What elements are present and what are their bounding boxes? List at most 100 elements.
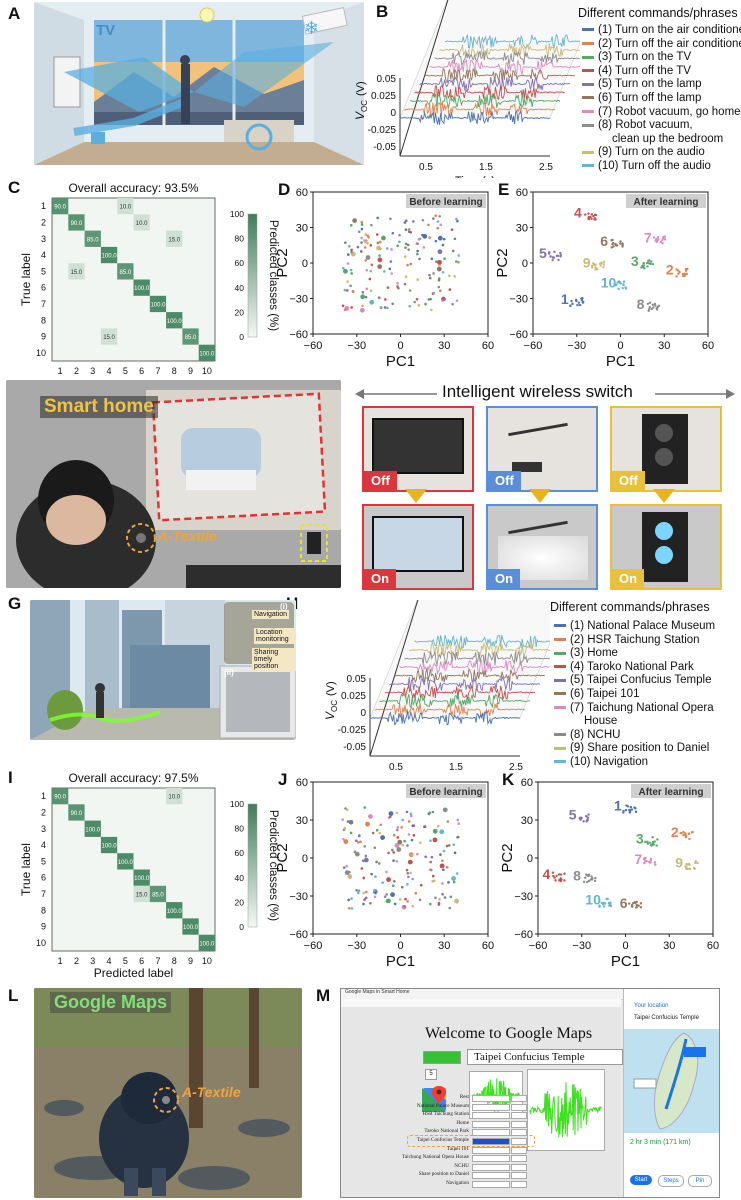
scatter-point xyxy=(552,256,556,259)
start-button[interactable]: Start xyxy=(630,1175,652,1185)
scatter-point xyxy=(345,864,349,868)
legend-label: (9) Share position to Daniel xyxy=(570,742,710,755)
scatter-point xyxy=(585,820,588,823)
scatter-point xyxy=(441,859,444,862)
scatter-point xyxy=(644,840,647,844)
cell-value: 100.0 xyxy=(85,827,101,833)
scatter-title: After learning xyxy=(638,787,703,798)
pin-button[interactable]: Pin xyxy=(688,1175,712,1187)
scatter-point xyxy=(369,299,375,305)
x-tick-label: 3 xyxy=(90,956,95,966)
scatter-point xyxy=(360,223,364,226)
scatter-point xyxy=(642,261,645,265)
matrix-cell xyxy=(182,328,199,345)
title-box xyxy=(406,784,486,798)
scatter-point xyxy=(646,265,649,268)
scatter-point xyxy=(408,289,412,292)
cell-value: 90.0 xyxy=(71,221,83,227)
cluster-label: 5 xyxy=(569,806,577,822)
scatter-point xyxy=(346,280,349,283)
scatter-point xyxy=(407,820,411,823)
scatter-point xyxy=(396,282,399,285)
scatter-point xyxy=(584,876,587,879)
scatter-point xyxy=(347,907,351,910)
scatter-point xyxy=(591,266,594,269)
y-tick-label: -0.025 xyxy=(368,125,397,136)
x-axis-label: PC1 xyxy=(606,353,635,370)
legend-swatch xyxy=(582,164,594,168)
scatter-point xyxy=(449,895,453,899)
scatter-point xyxy=(554,879,557,882)
colorbar-tick: 40 xyxy=(235,873,245,883)
legend-swatch xyxy=(582,110,594,114)
y-tick-label: −60 xyxy=(289,929,308,941)
x-tick-label: −30 xyxy=(567,340,586,352)
scatter-point xyxy=(391,231,395,235)
waveform-series xyxy=(399,110,551,125)
waveform-series xyxy=(399,658,550,675)
device-tile-tv-on: On xyxy=(362,504,474,590)
scatter-point xyxy=(391,884,395,888)
destination-phone[interactable]: Taipei Confucius Temple xyxy=(634,1015,699,1021)
scatter-point xyxy=(343,826,347,830)
scatter-point xyxy=(651,836,654,839)
y-tick-label: −30 xyxy=(289,294,308,306)
y-label-group: PC2 xyxy=(275,843,291,872)
scatter-point xyxy=(348,819,354,825)
y-tick-label: 4 xyxy=(41,250,46,260)
scatter-point xyxy=(432,828,438,834)
list-item-box xyxy=(511,1103,527,1111)
y-tick-label: 0 xyxy=(360,708,366,719)
cluster-label: 10 xyxy=(601,274,617,290)
colorbar-label: Predicted classes (%) xyxy=(267,810,279,921)
scatter-point xyxy=(648,860,651,863)
y-tick-label: −60 xyxy=(289,329,308,341)
destination-field[interactable]: Taipei Confucius Temple xyxy=(467,1049,623,1065)
scatter-point xyxy=(456,219,459,223)
scatter-point xyxy=(417,304,421,307)
scatter-point xyxy=(441,892,444,896)
scatter-point xyxy=(622,283,625,287)
list-item-box xyxy=(511,1112,527,1120)
scatter-point xyxy=(694,861,697,865)
y-axis-label-group: VOC (V) xyxy=(323,681,339,720)
scatter-point xyxy=(457,254,460,257)
y-tick-label: −30 xyxy=(289,891,308,903)
off-tag: Off xyxy=(488,471,521,490)
x-tick-label: −30 xyxy=(347,940,366,952)
scatter-point xyxy=(639,902,643,905)
scatter-point xyxy=(688,863,691,866)
legend-label: (2) HSR Taichung Station xyxy=(570,633,700,646)
scatter-point xyxy=(406,882,409,886)
cluster-label: 4 xyxy=(574,205,582,221)
steps-button[interactable]: Steps xyxy=(658,1175,684,1187)
scatter-point xyxy=(359,840,362,844)
legend-label: (1) Turn on the air conditioner xyxy=(598,24,741,36)
scatter-point xyxy=(408,304,412,308)
scatter-point xyxy=(634,906,638,909)
smart-home-photo: Smart home A-Textile xyxy=(6,380,341,588)
scatter-point xyxy=(407,833,411,836)
y-axis-label-unit: (V) xyxy=(325,681,337,696)
scatter-title: After learning xyxy=(633,197,698,208)
list-item-bar xyxy=(472,1112,510,1120)
your-location-field[interactable]: Your location xyxy=(634,1003,669,1009)
waveform-series xyxy=(414,634,550,649)
y-tick-label: −60 xyxy=(509,329,528,341)
x-tick-label: 1 xyxy=(58,956,63,966)
matrix-cell xyxy=(166,902,183,919)
scatter-point xyxy=(404,242,408,246)
list-item-box xyxy=(511,1163,527,1171)
scatter-point xyxy=(350,897,353,900)
legend-swatch xyxy=(554,760,566,764)
scatter-point xyxy=(584,213,587,216)
scatter-point xyxy=(390,272,394,275)
scatter-point xyxy=(432,291,436,295)
device-tile-lamp-off: Off xyxy=(486,406,598,492)
cell-value: 90.0 xyxy=(54,205,66,211)
scatter-point xyxy=(448,844,451,847)
scatter-point xyxy=(602,260,606,264)
scatter-point xyxy=(388,267,392,271)
scatter-point xyxy=(594,268,597,271)
x-tick-label: 60 xyxy=(702,340,714,352)
